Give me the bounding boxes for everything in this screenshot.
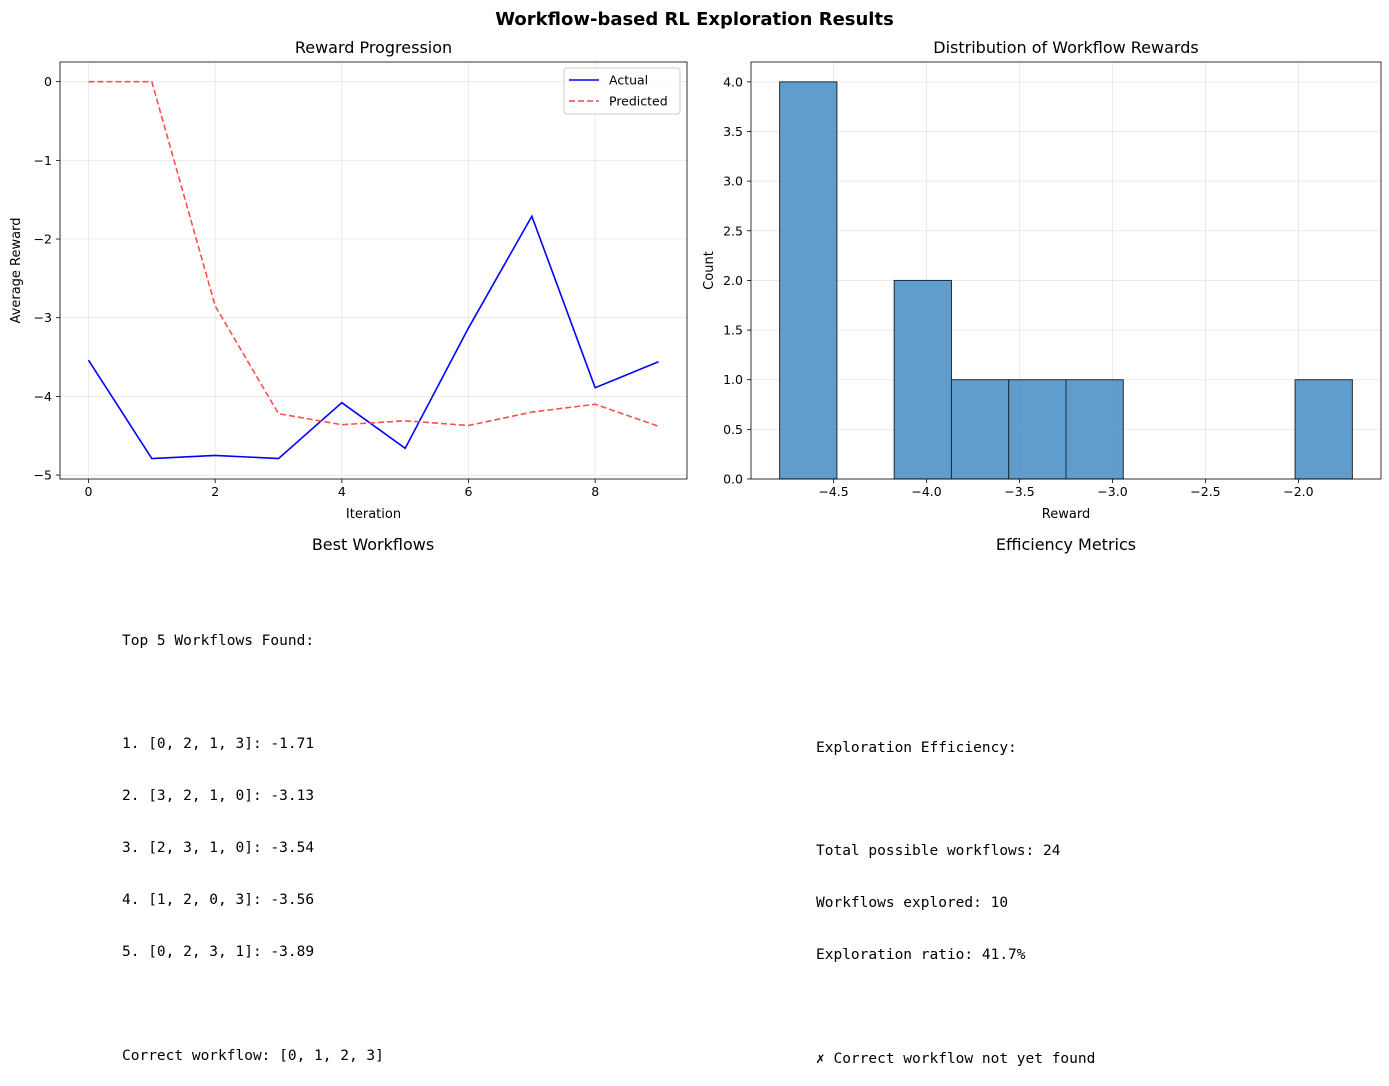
exploration-ratio: Exploration ratio: 41.7%	[816, 947, 1026, 964]
y-tick-label: 3.0	[723, 174, 743, 189]
histogram-bar	[893, 279, 952, 480]
y-tick-label: −4	[34, 389, 52, 404]
efficiency-metrics-text: Exploration Efficiency: Total possible w…	[816, 705, 1095, 1086]
x-axis-label: Reward	[1042, 507, 1090, 522]
y-axis-label: Average Reward	[9, 218, 24, 324]
x-axis-label: Iteration	[346, 507, 401, 522]
y-tick-label: 2.0	[723, 273, 743, 288]
x-tick-label: −4.0	[911, 484, 941, 499]
legend-label: Actual	[609, 73, 648, 88]
x-tick-label: 6	[465, 484, 473, 499]
y-tick-label: 2.5	[723, 223, 743, 238]
reward-progression-chart: 0 2 4 6 8 0 −1 −2 −3 −4 −5 Reward Progression Iterat…	[9, 38, 688, 522]
y-tick-label: −3	[34, 310, 52, 325]
series-line-predicted	[88, 80, 659, 428]
x-tick-label: −2.5	[1190, 484, 1220, 499]
y-tick-label: 1.0	[723, 372, 743, 387]
figure-title: Workflow-based RL Exploration Results	[495, 9, 894, 30]
workflow-item: 5. [0, 2, 3, 1]: -3.89	[122, 943, 315, 960]
efficiency-metrics-title: Efficiency Metrics	[996, 535, 1136, 554]
x-tick-label: 0	[85, 484, 93, 499]
y-axis-label: Count	[702, 251, 717, 290]
series-line-actual	[87, 214, 659, 460]
y-tick-label: −2	[34, 232, 52, 247]
reward-distribution-chart: −4.5 −4.0 −3.5 −3.0 −2.5 −2.0 0.0 0.5 1.0 1.5 2.0 2…	[702, 38, 1382, 522]
efficiency-heading: Exploration Efficiency:	[816, 739, 1017, 756]
x-tick-label: −2.0	[1283, 484, 1313, 499]
histogram-bar	[779, 81, 838, 480]
y-tick-label: 4.0	[723, 74, 743, 89]
y-tick-label: 3.5	[723, 124, 743, 139]
figure-canvas: Workflow-based RL Exploration Results 0 2…	[9, 9, 1382, 554]
plot-frame	[59, 61, 688, 480]
x-tick-label: −4.5	[818, 484, 848, 499]
legend-label: Predicted	[609, 94, 668, 109]
workflow-item: 4. [1, 2, 0, 3]: -3.56	[122, 892, 315, 909]
workflow-item: 1. [0, 2, 1, 3]: -1.71	[122, 736, 315, 753]
y-tick-label: −5	[34, 468, 52, 483]
legend: Actual Predicted	[563, 67, 681, 115]
workflows-explored: Workflows explored: 10	[816, 895, 1009, 912]
x-tick-label: 4	[338, 484, 346, 499]
correct-workflow: Correct workflow: [0, 1, 2, 3]	[122, 1047, 384, 1064]
y-tick-label: 0	[44, 74, 52, 89]
y-tick-label: 0.5	[723, 422, 743, 437]
best-workflows-text: Top 5 Workflows Found: 1. [0, 2, 1, 3]: …	[122, 598, 384, 1082]
x-tick-label: 8	[591, 484, 599, 499]
x-tick-label: 2	[211, 484, 219, 499]
workflow-item: 2. [3, 2, 1, 0]: -3.13	[122, 788, 315, 805]
y-tick-label: 1.5	[723, 323, 743, 338]
workflow-item: 3. [2, 3, 1, 0]: -3.54	[122, 840, 315, 857]
best-workflows-title: Best Workflows	[312, 535, 434, 554]
histogram-bar	[1294, 379, 1353, 480]
histogram-bar	[1008, 379, 1067, 480]
best-workflows-heading: Top 5 Workflows Found:	[122, 632, 315, 649]
plot-frame	[750, 61, 1382, 480]
chart-title: Reward Progression	[295, 38, 452, 57]
total-workflows: Total possible workflows: 24	[816, 843, 1061, 860]
correct-workflow-status: ✗ Correct workflow not yet found	[816, 1050, 1096, 1067]
histogram-bar	[1065, 379, 1124, 480]
y-tick-label: 0.0	[723, 472, 743, 487]
chart-title: Distribution of Workflow Rewards	[933, 38, 1198, 57]
x-tick-label: −3.0	[1097, 484, 1127, 499]
x-tick-label: −3.5	[1004, 484, 1034, 499]
histogram-bar	[950, 379, 1010, 480]
y-tick-label: −1	[34, 153, 52, 168]
